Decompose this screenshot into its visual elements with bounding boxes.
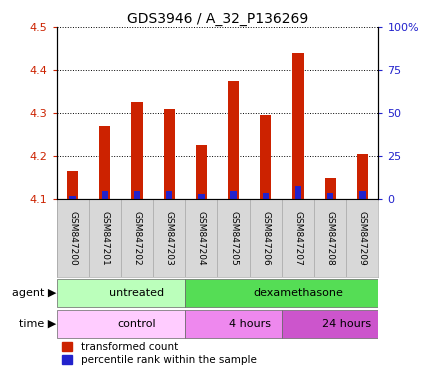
Bar <box>217 199 249 278</box>
Bar <box>324 178 335 199</box>
Text: control: control <box>118 319 156 329</box>
Bar <box>292 53 303 199</box>
Bar <box>358 191 365 199</box>
Bar <box>313 199 345 278</box>
Text: GSM847207: GSM847207 <box>293 211 302 266</box>
Bar <box>102 191 108 199</box>
Bar <box>185 279 378 307</box>
Bar <box>56 199 89 278</box>
Bar <box>163 109 174 199</box>
Bar <box>69 196 76 199</box>
Text: GSM847200: GSM847200 <box>68 211 77 266</box>
Text: GSM847205: GSM847205 <box>229 211 237 266</box>
Title: GDS3946 / A_32_P136269: GDS3946 / A_32_P136269 <box>127 12 307 26</box>
Text: GSM847202: GSM847202 <box>132 211 141 266</box>
Legend: transformed count, percentile rank within the sample: transformed count, percentile rank withi… <box>62 342 256 365</box>
Bar <box>185 199 217 278</box>
Text: agent ▶: agent ▶ <box>12 288 56 298</box>
Text: untreated: untreated <box>109 288 164 298</box>
Bar <box>345 199 378 278</box>
Bar <box>230 191 236 199</box>
Text: GSM847204: GSM847204 <box>197 211 205 266</box>
Text: time ▶: time ▶ <box>19 319 56 329</box>
Bar <box>294 185 300 199</box>
Bar <box>67 171 78 199</box>
Bar <box>56 310 185 338</box>
Bar <box>166 191 172 199</box>
Bar <box>131 103 142 199</box>
Bar <box>356 154 367 199</box>
Text: dexamethasone: dexamethasone <box>253 288 342 298</box>
Bar <box>195 146 207 199</box>
Text: GSM847203: GSM847203 <box>164 211 173 266</box>
Bar <box>227 81 239 199</box>
Bar <box>198 194 204 199</box>
Bar <box>326 192 332 199</box>
Text: GSM847209: GSM847209 <box>357 211 366 266</box>
Bar <box>153 199 185 278</box>
Bar <box>185 310 281 338</box>
Text: GSM847208: GSM847208 <box>325 211 334 266</box>
Bar <box>262 192 268 199</box>
Bar <box>121 199 153 278</box>
Bar <box>89 199 121 278</box>
Text: GSM847201: GSM847201 <box>100 211 109 266</box>
Bar <box>99 126 110 199</box>
Bar <box>281 199 313 278</box>
Bar <box>249 199 281 278</box>
Bar <box>281 310 378 338</box>
Text: 24 hours: 24 hours <box>321 319 370 329</box>
Text: GSM847206: GSM847206 <box>261 211 270 266</box>
Text: 4 hours: 4 hours <box>228 319 270 329</box>
Bar <box>260 115 271 199</box>
Bar <box>134 191 140 199</box>
Bar <box>56 279 185 307</box>
